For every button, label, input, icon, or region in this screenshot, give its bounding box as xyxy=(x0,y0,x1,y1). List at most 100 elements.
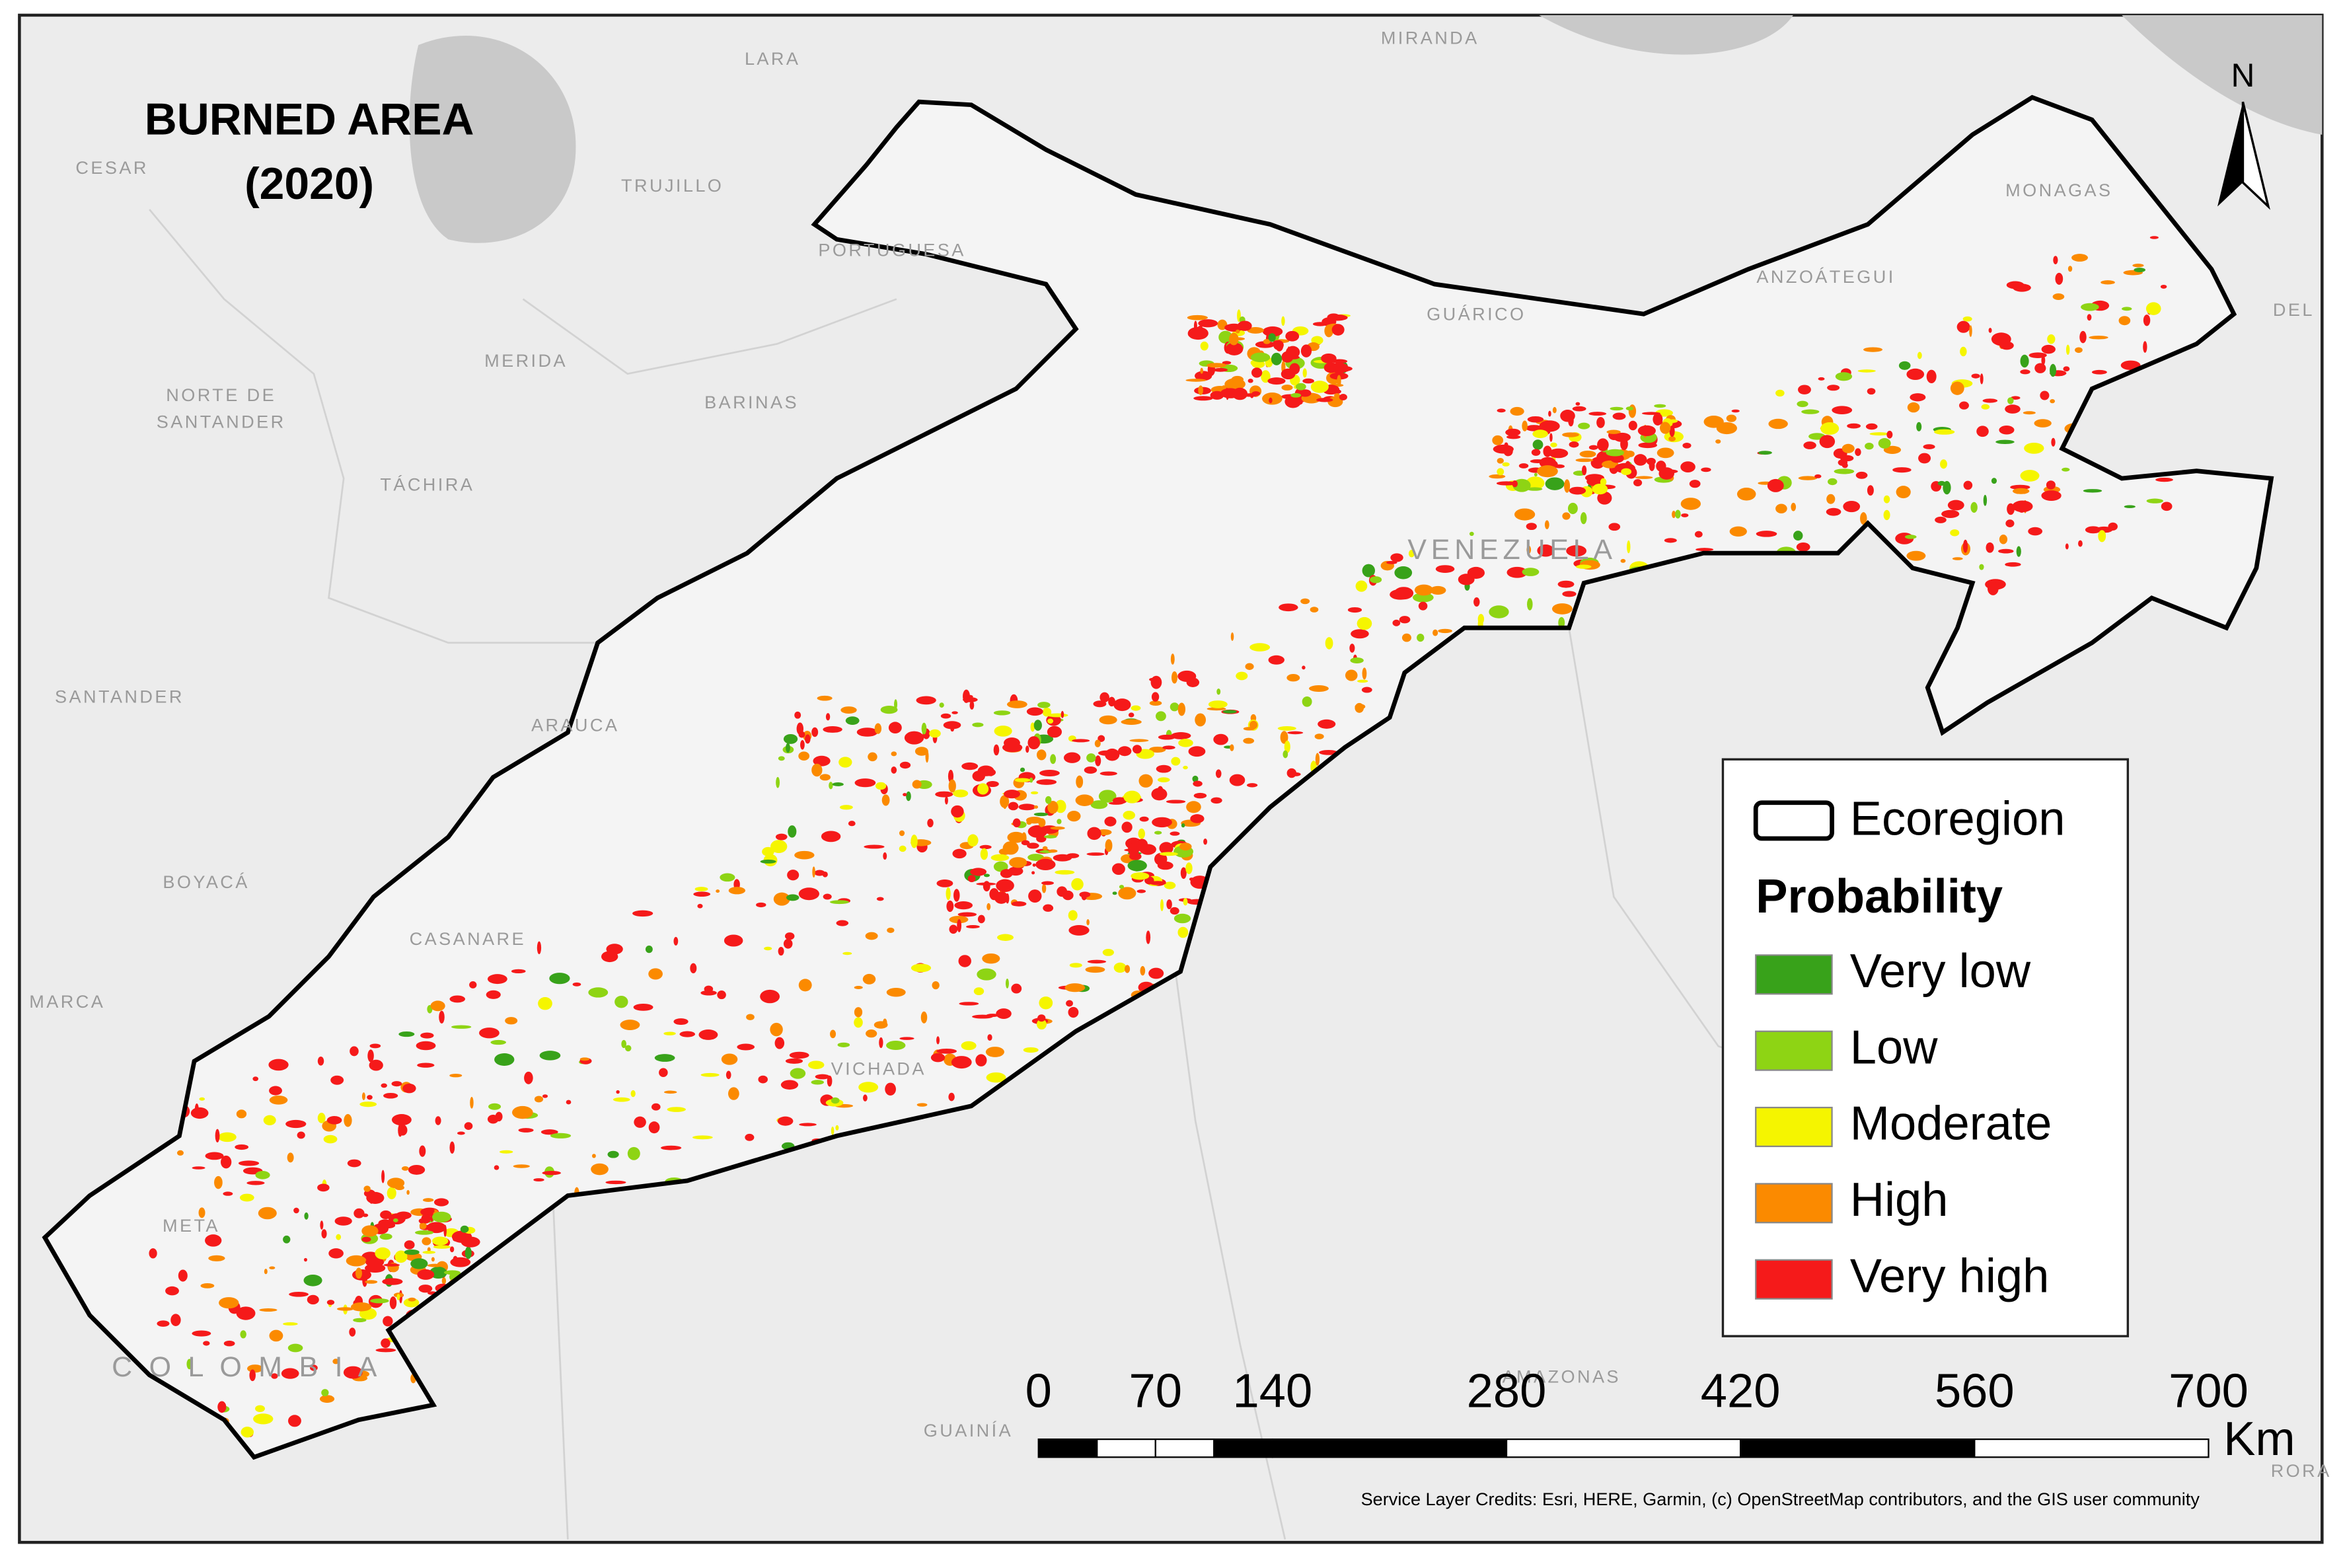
scale-label: 70 xyxy=(1129,1364,1183,1417)
burn-patch xyxy=(1207,707,1226,711)
burn-patch xyxy=(1066,1000,1073,1007)
burn-patch xyxy=(369,1043,381,1049)
burn-patch xyxy=(2081,303,2099,311)
burn-patch xyxy=(822,872,828,877)
burn-patch xyxy=(1600,478,1607,486)
burn-patch xyxy=(1177,702,1186,716)
burn-patch xyxy=(770,1022,783,1037)
burn-patch xyxy=(1140,965,1146,976)
burn-patch xyxy=(1302,665,1306,670)
burn-patch xyxy=(1105,839,1113,852)
burn-patch xyxy=(1518,463,1529,468)
burn-patch xyxy=(381,1170,385,1183)
legend-heading: Probability xyxy=(1756,870,2003,923)
burn-patch xyxy=(1195,713,1207,727)
burn-patch xyxy=(880,705,898,714)
burn-patch xyxy=(886,987,906,997)
burn-patch xyxy=(2062,467,2070,472)
burn-patch xyxy=(591,1154,596,1158)
burn-patch xyxy=(1960,346,1967,357)
burn-patch xyxy=(317,1056,324,1066)
burn-patch xyxy=(783,938,793,949)
burn-patch xyxy=(328,1248,344,1259)
burn-patch xyxy=(2149,236,2159,239)
burn-patch xyxy=(347,1159,361,1168)
burn-patch xyxy=(443,1224,447,1237)
burn-patch xyxy=(1548,448,1569,459)
burn-patch xyxy=(911,963,932,973)
burn-patch xyxy=(986,1014,999,1018)
burn-patch xyxy=(1514,508,1536,521)
burn-patch xyxy=(178,1269,188,1282)
burn-patch xyxy=(1950,381,1964,395)
burn-patch xyxy=(1136,889,1146,893)
burn-patch xyxy=(1160,899,1164,911)
burn-patch xyxy=(2020,354,2029,368)
burn-patch xyxy=(651,1103,661,1111)
burn-patch xyxy=(1682,442,1692,449)
burn-patch xyxy=(1186,801,1201,813)
burn-patch xyxy=(450,1257,471,1267)
burn-patch xyxy=(2122,307,2132,311)
burn-patch xyxy=(1668,436,1676,441)
burn-patch xyxy=(988,768,994,776)
burn-patch xyxy=(952,848,967,859)
burn-patch xyxy=(1633,454,1647,466)
burn-patch xyxy=(1041,881,1055,885)
burn-patch xyxy=(987,1034,992,1041)
burn-patch xyxy=(966,924,980,928)
burn-patch xyxy=(886,1041,906,1051)
burn-patch xyxy=(1865,423,1878,430)
burn-patch xyxy=(815,1074,830,1080)
burn-patch xyxy=(774,1037,785,1049)
burn-patch xyxy=(1210,797,1222,804)
burn-patch xyxy=(1775,504,1787,513)
burn-patch xyxy=(990,854,1010,862)
scale-label: 700 xyxy=(2169,1364,2249,1417)
burn-patch xyxy=(1178,738,1193,747)
burn-patch xyxy=(1923,444,1935,449)
burn-patch xyxy=(1729,526,1747,537)
burn-patch xyxy=(1438,628,1452,634)
burn-patch xyxy=(365,1280,378,1284)
burn-patch xyxy=(219,1297,239,1309)
burn-patch xyxy=(1496,481,1516,486)
burn-patch xyxy=(457,1131,465,1135)
burn-patch xyxy=(1413,593,1434,603)
burn-patch xyxy=(627,1146,640,1160)
burn-patch xyxy=(756,902,766,908)
burn-patch xyxy=(1203,839,1208,845)
burn-patch xyxy=(572,982,581,987)
burn-patch xyxy=(332,1359,339,1364)
burn-patch xyxy=(285,1119,307,1129)
burn-patch xyxy=(914,747,928,756)
burn-patch xyxy=(1537,465,1558,478)
burn-patch xyxy=(1497,408,1506,413)
burn-patch xyxy=(1084,766,1097,774)
burn-patch xyxy=(953,789,969,798)
burn-patch xyxy=(998,848,1010,855)
burn-patch xyxy=(319,1395,335,1403)
burn-patch xyxy=(2089,336,2108,340)
burn-patch xyxy=(1940,459,1947,469)
burn-patch xyxy=(488,1103,502,1110)
burn-patch xyxy=(973,987,985,996)
burn-patch xyxy=(2065,344,2070,355)
burn-patch xyxy=(1285,330,1300,342)
burn-patch xyxy=(1128,712,1134,718)
burn-patch xyxy=(788,825,797,838)
burn-patch xyxy=(936,879,953,887)
burn-patch xyxy=(1149,700,1162,706)
burn-patch xyxy=(1262,326,1283,337)
burn-patch xyxy=(1057,819,1062,825)
burn-patch xyxy=(1131,705,1141,711)
burn-patch xyxy=(449,1246,455,1253)
burn-patch xyxy=(218,1132,237,1142)
burn-patch xyxy=(165,1286,179,1296)
burn-patch xyxy=(2132,264,2144,268)
burn-patch xyxy=(1918,453,1931,464)
burn-patch xyxy=(420,1032,434,1039)
burn-patch xyxy=(1649,460,1655,471)
burn-patch xyxy=(1325,637,1333,650)
burn-patch xyxy=(2024,442,2044,454)
